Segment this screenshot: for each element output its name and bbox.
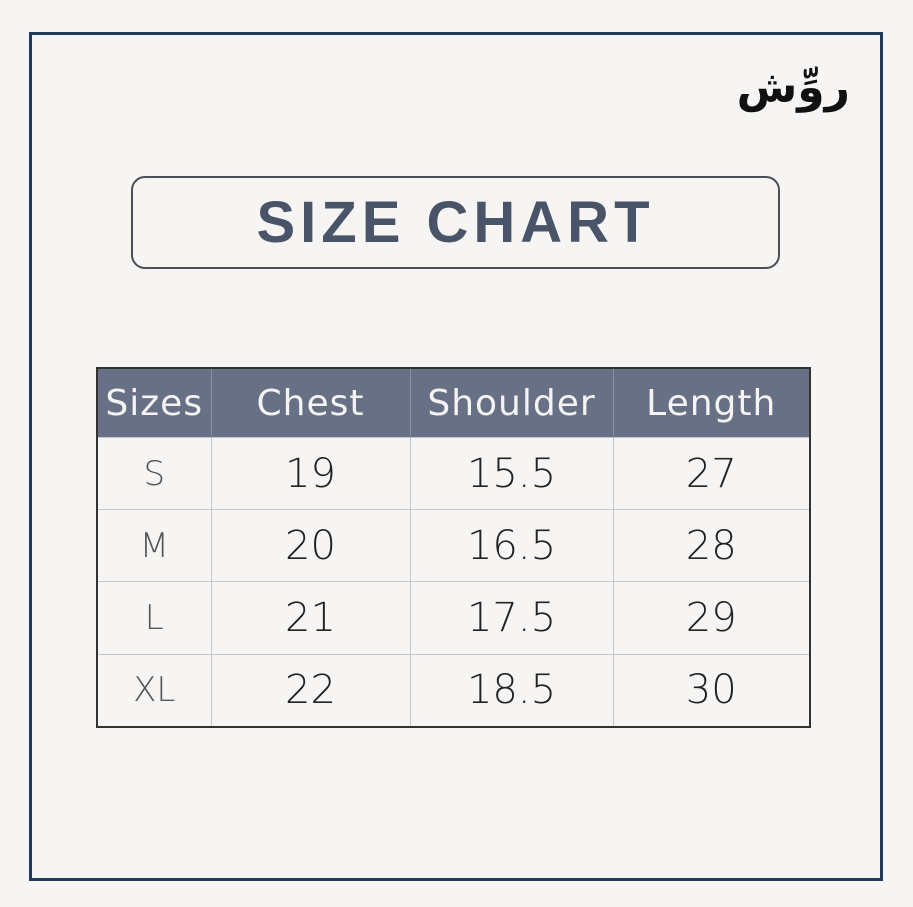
cell-length: 30 xyxy=(612,653,811,728)
brand-logo: روِّش xyxy=(736,62,850,113)
header-length: Length xyxy=(613,368,811,438)
cell-shoulder: 16.5 xyxy=(409,509,614,583)
title-box: SIZE CHART xyxy=(131,176,780,269)
cell-shoulder: 18.5 xyxy=(409,653,614,728)
cell-chest: 22 xyxy=(210,653,411,728)
cell-shoulder: 15.5 xyxy=(409,436,614,511)
cell-size: M xyxy=(96,509,212,583)
cell-length: 28 xyxy=(612,509,811,583)
cell-chest: 20 xyxy=(210,509,411,583)
table-row: L 21 17.5 29 xyxy=(96,581,811,655)
size-table: Sizes Chest Shoulder Length S 19 15.5 27… xyxy=(96,367,811,728)
table-row: XL 22 18.5 30 xyxy=(96,653,811,728)
cell-length: 29 xyxy=(612,581,811,655)
cell-size: XL xyxy=(96,653,212,728)
table-row: S 19 15.5 27 xyxy=(96,436,811,511)
page-frame xyxy=(29,32,883,881)
header-shoulder: Shoulder xyxy=(410,368,614,438)
cell-shoulder: 17.5 xyxy=(409,581,614,655)
table-row: M 20 16.5 28 xyxy=(96,509,811,583)
page-title: SIZE CHART xyxy=(256,190,655,255)
table-header-row: Sizes Chest Shoulder Length xyxy=(97,368,811,438)
cell-length: 27 xyxy=(612,436,811,511)
cell-chest: 19 xyxy=(210,436,411,511)
cell-size: S xyxy=(96,436,212,511)
header-chest: Chest xyxy=(211,368,411,438)
cell-size: L xyxy=(96,581,212,655)
header-sizes: Sizes xyxy=(97,368,212,438)
cell-chest: 21 xyxy=(210,581,411,655)
